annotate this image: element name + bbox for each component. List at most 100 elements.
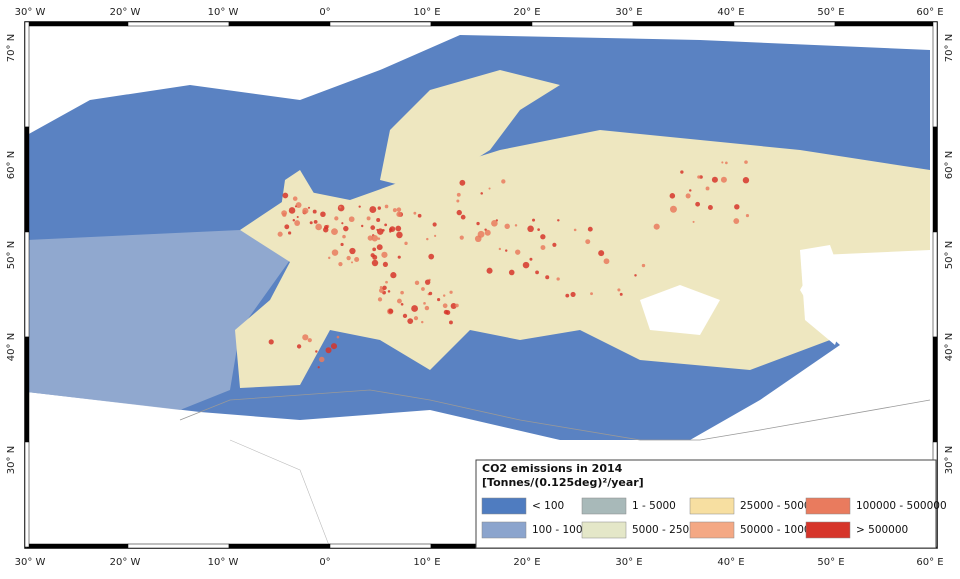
lon-label: 50° E — [817, 557, 844, 568]
hotspot — [411, 305, 419, 312]
frame-bar — [834, 21, 937, 27]
frame-bar — [127, 21, 230, 27]
hotspot — [432, 222, 437, 227]
hotspot — [307, 338, 312, 343]
africa-coast — [179, 389, 931, 441]
hotspot — [348, 216, 355, 223]
lon-label: 30° E — [615, 557, 642, 568]
hotspot — [498, 247, 502, 251]
lat-label: 40° N — [944, 333, 955, 361]
hotspot — [634, 274, 637, 277]
legend-swatch — [805, 521, 851, 539]
hotspot — [288, 207, 296, 214]
hotspot — [480, 192, 483, 195]
hotspot — [404, 241, 408, 246]
map-area — [27, 35, 931, 549]
hotspot — [424, 305, 430, 311]
frame-bar — [24, 336, 30, 443]
hotspot — [504, 223, 510, 230]
legend: CO2 emissions in 2014 [Tonnes/(0.125deg)… — [475, 459, 947, 549]
hotspot — [296, 215, 299, 219]
hotspot — [689, 189, 692, 192]
legend-swatch — [481, 521, 527, 539]
hotspot — [385, 280, 388, 284]
hotspot — [456, 199, 460, 203]
hotspot — [395, 225, 402, 232]
hotspot — [537, 228, 540, 231]
hotspot — [540, 245, 546, 250]
hotspot — [532, 218, 536, 222]
hotspot — [396, 298, 402, 304]
hotspot — [376, 218, 381, 223]
hotspot — [396, 207, 402, 212]
lon-label: 20° E — [513, 557, 540, 568]
hotspot — [372, 254, 378, 260]
hotspot — [354, 256, 360, 262]
hotspot — [488, 187, 491, 190]
hotspot — [294, 220, 301, 226]
hotspot — [341, 222, 344, 225]
hotspot — [423, 302, 426, 305]
legend-label: 50000 - 100000 — [740, 524, 824, 536]
frame-bar — [24, 126, 30, 233]
hotspot — [319, 356, 325, 363]
hotspot — [529, 257, 533, 261]
hotspot — [324, 224, 329, 230]
lon-label: 10° E — [413, 557, 440, 568]
hotspot — [484, 229, 491, 236]
hotspot — [317, 366, 320, 369]
hotspot — [282, 192, 289, 199]
hotspot — [331, 249, 339, 256]
hotspot — [641, 263, 646, 268]
legend-label: > 500000 — [856, 524, 908, 536]
hotspot — [556, 277, 560, 281]
hotspot — [400, 302, 404, 306]
hotspot — [501, 179, 506, 184]
hotspot — [442, 294, 446, 297]
hotspot — [535, 270, 539, 275]
hotspot — [377, 237, 381, 240]
legend-label: 1 - 5000 — [632, 500, 676, 512]
hotspot — [424, 279, 431, 285]
hotspot — [296, 344, 302, 349]
legend-subtitle: [Tonnes/(0.125deg)²/year] — [482, 476, 644, 489]
hotspot — [339, 206, 342, 209]
hotspot — [680, 170, 684, 174]
hotspot — [527, 225, 534, 233]
hotspot — [477, 230, 485, 238]
frame-bar — [24, 21, 30, 128]
hotspot — [720, 176, 727, 183]
hotspot — [294, 205, 297, 208]
hotspot — [288, 231, 292, 235]
hotspot — [573, 228, 577, 232]
hotspot — [377, 206, 381, 210]
frame-bar — [127, 543, 230, 549]
hotspot — [587, 226, 593, 232]
lon-label: 20° W — [110, 7, 141, 18]
hotspot — [426, 237, 429, 241]
hotspot — [400, 290, 404, 295]
frame-bar — [932, 126, 938, 233]
hotspot — [379, 285, 383, 289]
hotspot — [456, 192, 461, 197]
hotspot — [381, 251, 388, 258]
hotspot — [340, 242, 344, 247]
legend-label: < 100 — [532, 500, 564, 512]
lat-label: 70° N — [6, 34, 17, 62]
hotspot — [476, 221, 480, 226]
frame-bar — [531, 21, 634, 27]
legend-swatch — [481, 497, 527, 515]
hotspot — [705, 186, 710, 191]
frame-bar — [26, 21, 129, 27]
hotspot — [396, 231, 403, 239]
hotspot — [313, 219, 318, 224]
hotspot — [388, 308, 394, 314]
hotspot — [515, 249, 521, 255]
lon-label: 20° W — [110, 557, 141, 568]
hotspot — [277, 231, 283, 237]
hotspot — [309, 221, 313, 225]
hotspot — [389, 230, 392, 233]
hotspot — [384, 204, 389, 209]
legend-swatch — [581, 497, 627, 515]
